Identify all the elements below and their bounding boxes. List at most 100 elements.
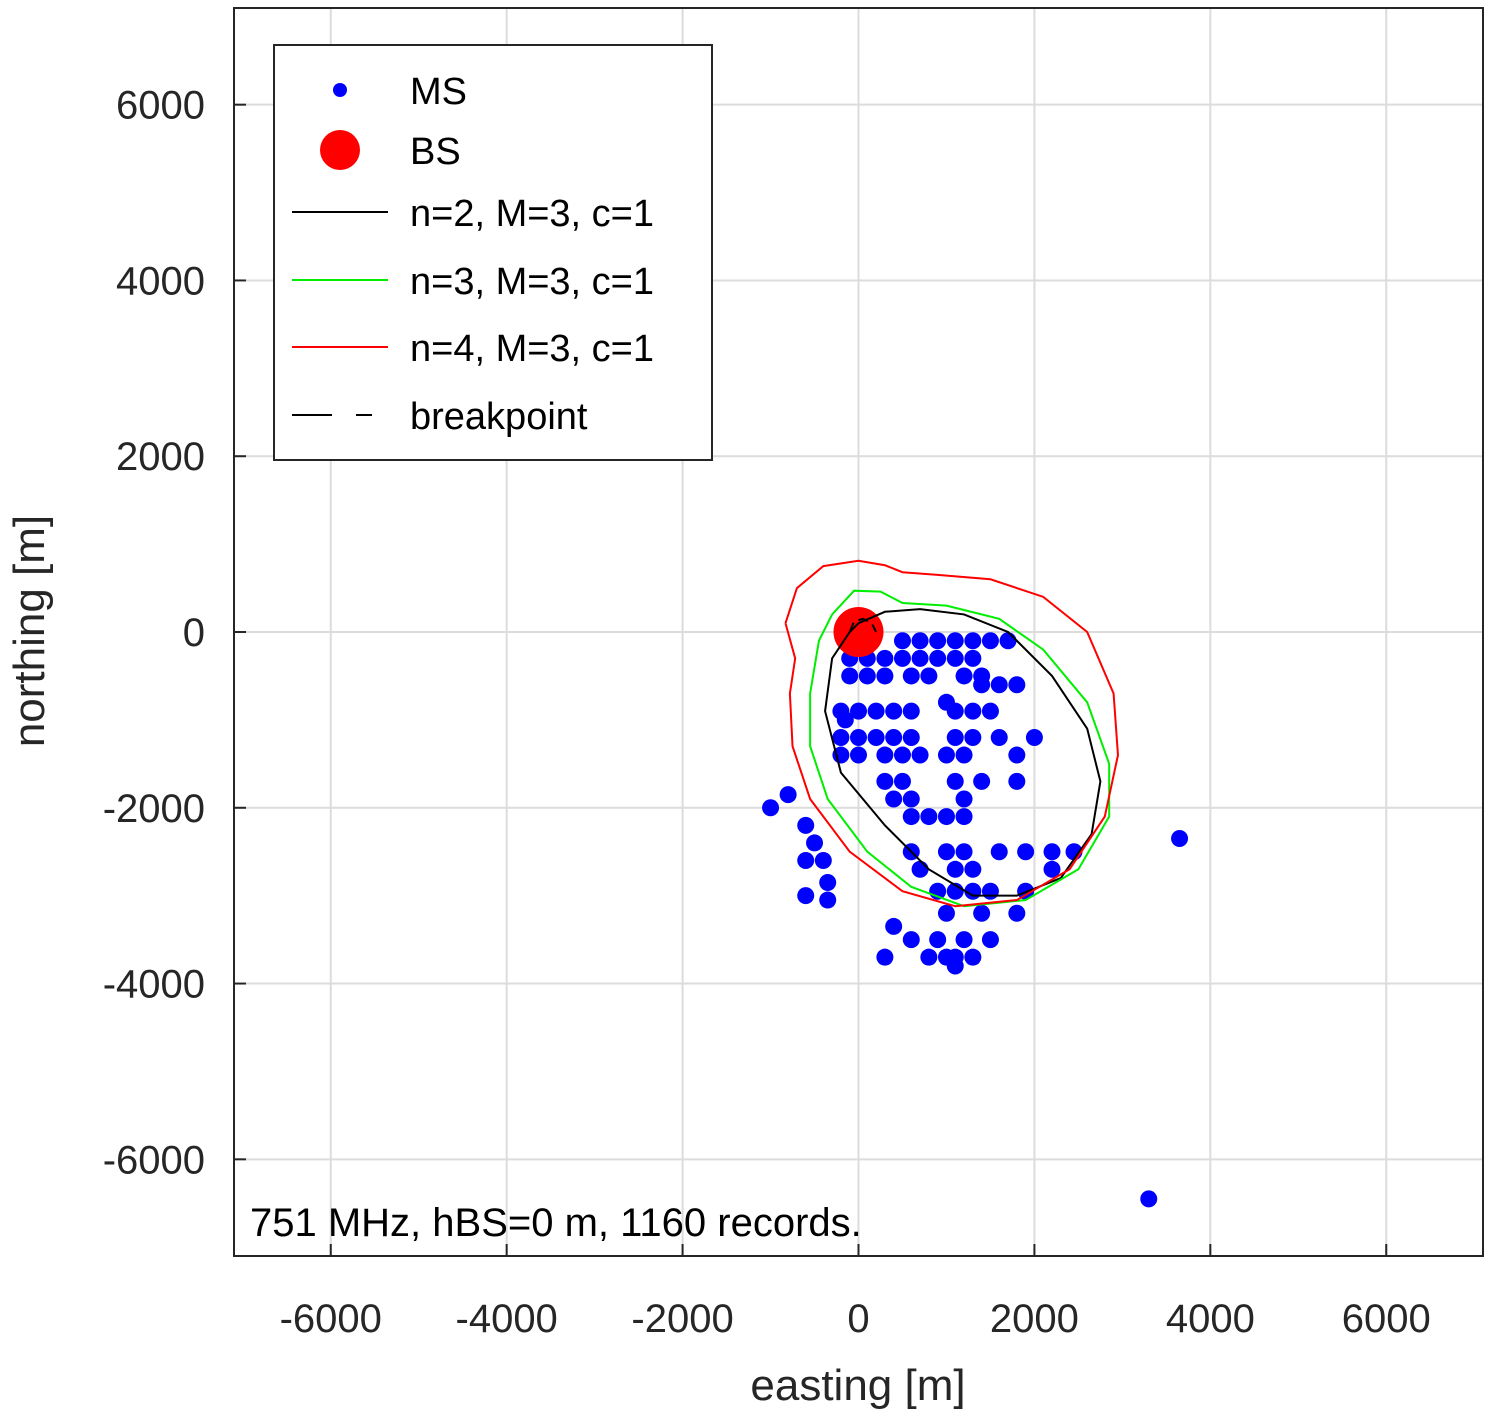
point xyxy=(850,746,867,764)
point xyxy=(920,667,938,685)
point xyxy=(885,702,903,720)
point xyxy=(937,693,955,711)
legend-symbol xyxy=(333,83,347,97)
point xyxy=(911,632,929,650)
point xyxy=(964,860,982,878)
y-tick-label: -4000 xyxy=(103,963,205,1007)
point xyxy=(946,957,964,975)
y-tick-label: 4000 xyxy=(116,259,205,303)
legend-label: n=3, M=3, c=1 xyxy=(410,261,654,303)
point xyxy=(819,873,837,891)
point xyxy=(858,667,876,685)
point xyxy=(981,931,999,949)
y-tick-label: 2000 xyxy=(116,435,205,479)
point xyxy=(885,728,903,746)
point xyxy=(902,808,920,826)
x-tick-label: -2000 xyxy=(631,1297,733,1341)
point xyxy=(920,808,938,826)
point xyxy=(946,649,964,667)
curve xyxy=(784,559,1119,908)
point xyxy=(797,887,815,905)
point xyxy=(1140,1190,1158,1208)
point xyxy=(937,808,955,826)
point xyxy=(946,860,964,878)
point xyxy=(955,931,973,949)
point xyxy=(902,702,920,720)
point xyxy=(1017,843,1035,861)
point xyxy=(911,860,929,878)
point xyxy=(797,852,815,870)
point xyxy=(1025,728,1043,746)
point xyxy=(850,728,867,746)
x-tick-label: -6000 xyxy=(280,1297,382,1341)
point xyxy=(955,843,973,861)
point xyxy=(1008,676,1026,694)
point xyxy=(981,702,999,720)
legend-box xyxy=(273,44,713,461)
point xyxy=(937,746,955,764)
point xyxy=(929,649,947,667)
legend-label: BS xyxy=(410,131,461,173)
point xyxy=(964,948,982,966)
point xyxy=(920,948,938,966)
point xyxy=(955,746,973,764)
point xyxy=(946,632,964,650)
point xyxy=(876,667,894,685)
point xyxy=(885,917,903,935)
point xyxy=(902,728,920,746)
point xyxy=(990,728,1008,746)
point xyxy=(946,728,964,746)
point xyxy=(867,728,885,746)
point xyxy=(981,632,999,650)
y-tick-label: -6000 xyxy=(103,1138,205,1182)
point xyxy=(964,702,982,720)
point xyxy=(955,790,973,808)
x-tick-label: 4000 xyxy=(1166,1297,1255,1341)
point xyxy=(973,904,991,922)
y-tick-label: 6000 xyxy=(116,84,205,128)
x-tick-label: -4000 xyxy=(456,1297,558,1341)
legend-label: breakpoint xyxy=(410,396,588,438)
point xyxy=(964,632,982,650)
point xyxy=(1008,904,1026,922)
point xyxy=(990,843,1008,861)
curve xyxy=(848,617,877,633)
plot-layer xyxy=(762,559,1189,1208)
point xyxy=(911,649,929,667)
point xyxy=(876,772,894,790)
point xyxy=(902,931,920,949)
y-tick-label: 0 xyxy=(183,611,205,655)
point xyxy=(1008,746,1026,764)
point xyxy=(902,667,920,685)
point xyxy=(911,746,929,764)
point xyxy=(964,649,982,667)
y-axis-label: northing [m] xyxy=(5,515,54,747)
y-tick-label: -2000 xyxy=(103,787,205,831)
point xyxy=(1043,843,1061,861)
legend-label: n=2, M=3, c=1 xyxy=(410,193,654,235)
point xyxy=(836,711,854,729)
point xyxy=(929,632,947,650)
point xyxy=(850,702,867,720)
x-tick-label: 2000 xyxy=(990,1297,1079,1341)
point xyxy=(819,891,837,909)
point xyxy=(1043,860,1061,878)
annotation: 751 MHz, hBS=0 m, 1160 records. xyxy=(250,1201,862,1245)
point xyxy=(929,931,947,949)
point xyxy=(973,676,991,694)
point xyxy=(955,667,973,685)
point xyxy=(990,676,1008,694)
point xyxy=(937,843,955,861)
point xyxy=(814,852,832,870)
point xyxy=(762,799,780,817)
point xyxy=(893,772,911,790)
point xyxy=(885,790,903,808)
point xyxy=(902,790,920,808)
point xyxy=(1008,772,1026,790)
point xyxy=(1171,830,1189,848)
legend-symbol xyxy=(320,130,360,170)
x-tick-label: 0 xyxy=(847,1297,869,1341)
point xyxy=(981,882,999,900)
